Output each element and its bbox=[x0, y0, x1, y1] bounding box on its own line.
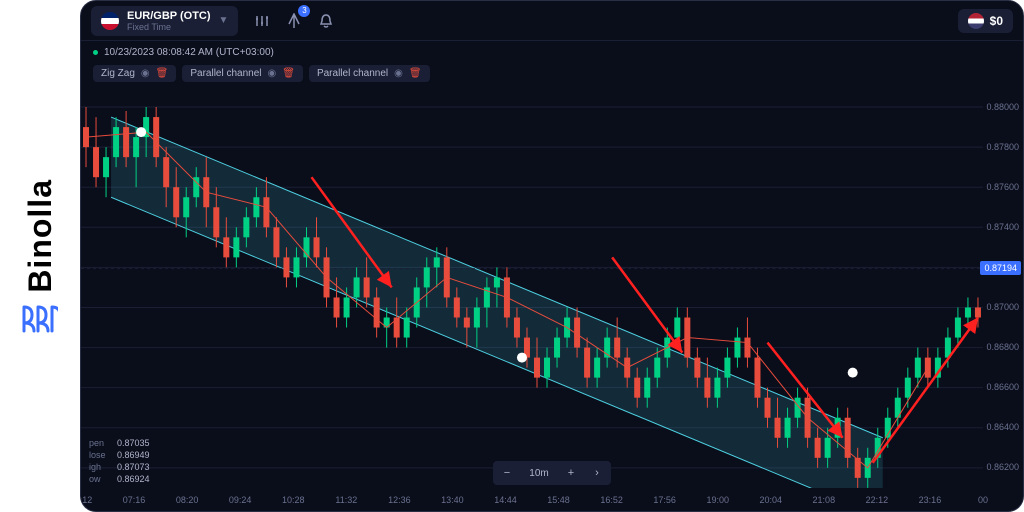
zoom-in-button[interactable]: + bbox=[559, 463, 583, 483]
y-tick-label: 0.86200 bbox=[986, 462, 1019, 472]
draw-tool-button[interactable]: 3 bbox=[280, 7, 308, 35]
x-tick-label: 07:16 bbox=[123, 495, 146, 505]
y-tick-label: 0.87800 bbox=[986, 142, 1019, 152]
x-tick-label: 12:36 bbox=[388, 495, 411, 505]
indicator-chip: Parallel channel◉🗑 bbox=[182, 65, 303, 82]
topbar: EUR/GBP (OTC) Fixed Time ▼ 3 $0 bbox=[81, 1, 1023, 41]
y-tick-label: 0.86800 bbox=[986, 342, 1019, 352]
visibility-icon[interactable]: ◉ bbox=[394, 68, 403, 79]
x-tick-label: 11:32 bbox=[335, 495, 357, 505]
x-tick-label: 08:20 bbox=[176, 495, 199, 505]
pair-subtitle: Fixed Time bbox=[127, 22, 211, 32]
x-tick-label: 00 bbox=[978, 495, 988, 505]
live-dot-icon bbox=[93, 50, 98, 55]
delete-icon[interactable]: 🗑 bbox=[409, 68, 422, 79]
scroll-right-button[interactable]: › bbox=[585, 463, 609, 483]
candlestick-chart[interactable] bbox=[81, 87, 983, 488]
current-price-tag: 0.87194 bbox=[980, 261, 1021, 275]
notification-badge: 3 bbox=[298, 5, 310, 17]
pair-name: EUR/GBP (OTC) bbox=[127, 10, 211, 22]
y-axis: 0.862000.864000.866000.868000.870000.872… bbox=[983, 87, 1023, 487]
alert-tool-button[interactable] bbox=[312, 7, 340, 35]
x-tick-label: 22:12 bbox=[866, 495, 889, 505]
zoom-out-button[interactable]: − bbox=[495, 463, 519, 483]
x-tick-label: 15:48 bbox=[547, 495, 570, 505]
indicator-chips: Zig Zag◉🗑Parallel channel◉🗑Parallel chan… bbox=[93, 65, 430, 82]
delete-icon[interactable]: 🗑 bbox=[156, 68, 169, 79]
x-tick-label: 10:28 bbox=[282, 495, 305, 505]
y-tick-label: 0.86600 bbox=[986, 382, 1019, 392]
x-tick-label: 17:56 bbox=[653, 495, 676, 505]
brand-sidebar: Binolla bbox=[0, 0, 80, 512]
x-axis: 06:12 07:16 08:20 09:24 10:28 11:32 12:36 13:40… bbox=[81, 489, 983, 507]
timeframe-label[interactable]: 10m bbox=[521, 463, 557, 483]
ohlc-display: pen0.87035 lose0.86949 igh0.87073 ow0.86… bbox=[89, 437, 150, 485]
pair-selector[interactable]: EUR/GBP (OTC) Fixed Time ▼ bbox=[91, 6, 238, 36]
x-tick-label: 13:40 bbox=[441, 495, 464, 505]
x-tick-label: 19:00 bbox=[706, 495, 729, 505]
visibility-icon[interactable]: ◉ bbox=[141, 68, 150, 79]
currency-flag-icon bbox=[968, 13, 984, 29]
x-tick-label: 09:24 bbox=[229, 495, 252, 505]
brand-name: Binolla bbox=[22, 179, 59, 293]
brand-logo-icon bbox=[22, 305, 58, 333]
y-tick-label: 0.88000 bbox=[986, 102, 1019, 112]
y-tick-label: 0.87000 bbox=[986, 302, 1019, 312]
settings-tool-button[interactable] bbox=[248, 7, 276, 35]
timeframe-control: − 10m + › bbox=[493, 461, 611, 485]
visibility-icon[interactable]: ◉ bbox=[268, 68, 277, 79]
chart-area: 10/23/2023 08:08:42 AM (UTC+03:00) Zig Z… bbox=[81, 41, 1023, 511]
x-tick-label: 14:44 bbox=[494, 495, 517, 505]
x-tick-label: 16:52 bbox=[600, 495, 623, 505]
x-tick-label: 21:08 bbox=[813, 495, 836, 505]
x-tick-label: 23:16 bbox=[919, 495, 942, 505]
indicator-chip: Zig Zag◉🗑 bbox=[93, 65, 176, 82]
trading-app: EUR/GBP (OTC) Fixed Time ▼ 3 $0 10/23/20… bbox=[80, 0, 1024, 512]
balance-value: $0 bbox=[990, 14, 1003, 28]
delete-icon[interactable]: 🗑 bbox=[282, 68, 295, 79]
indicator-chip: Parallel channel◉🗑 bbox=[309, 65, 430, 82]
chevron-down-icon: ▼ bbox=[219, 15, 229, 26]
x-tick-label: 06:12 bbox=[80, 495, 92, 505]
y-tick-label: 0.87600 bbox=[986, 182, 1019, 192]
y-tick-label: 0.87400 bbox=[986, 222, 1019, 232]
pair-flag-icon bbox=[101, 12, 119, 30]
timestamp-display: 10/23/2023 08:08:42 AM (UTC+03:00) bbox=[93, 47, 274, 58]
y-tick-label: 0.86400 bbox=[986, 422, 1019, 432]
x-tick-label: 20:04 bbox=[759, 495, 782, 505]
balance-display[interactable]: $0 bbox=[958, 9, 1013, 33]
chart-tools: 3 bbox=[248, 7, 340, 35]
